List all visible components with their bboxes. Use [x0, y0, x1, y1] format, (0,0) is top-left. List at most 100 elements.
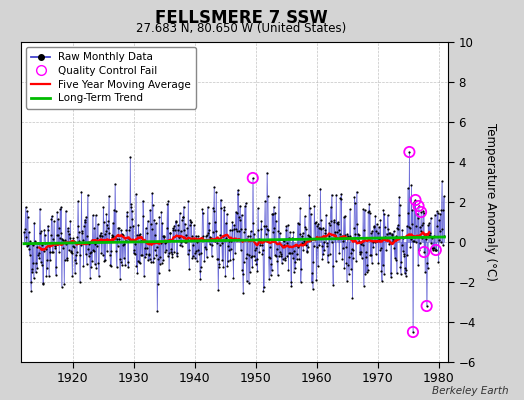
Point	[34, 252, 42, 258]
Point	[178, 216, 187, 223]
Point	[217, 240, 226, 246]
Point	[123, 209, 132, 215]
Point	[400, 253, 409, 259]
Point	[231, 208, 239, 215]
Point	[322, 212, 330, 218]
Point	[426, 233, 434, 239]
Point	[53, 209, 61, 215]
Point	[170, 222, 179, 229]
Point	[253, 256, 261, 262]
Point	[242, 200, 250, 206]
Point	[364, 208, 373, 215]
Point	[183, 251, 192, 258]
Point	[195, 250, 203, 257]
Point	[318, 242, 326, 249]
Point	[206, 234, 214, 240]
Point	[61, 208, 70, 214]
Point	[169, 227, 178, 233]
Point	[401, 265, 409, 271]
Legend: Raw Monthly Data, Quality Control Fail, Five Year Moving Average, Long-Term Tren: Raw Monthly Data, Quality Control Fail, …	[26, 47, 196, 108]
Point	[281, 255, 290, 261]
Point	[47, 216, 56, 222]
Point	[288, 235, 297, 242]
Point	[64, 228, 72, 234]
Point	[383, 230, 391, 237]
Point	[24, 214, 32, 220]
Point	[370, 223, 378, 229]
Point	[29, 259, 37, 266]
Point	[100, 258, 108, 264]
Point	[155, 270, 163, 276]
Point	[183, 225, 191, 231]
Point	[345, 254, 354, 260]
Point	[423, 260, 431, 266]
Point	[145, 256, 154, 262]
Point	[430, 244, 439, 251]
Point	[289, 255, 297, 262]
Point	[42, 264, 51, 271]
Point	[243, 278, 251, 284]
Point	[277, 250, 285, 257]
Point	[381, 234, 390, 240]
Point	[128, 238, 137, 245]
Point	[46, 256, 54, 263]
Point	[283, 222, 292, 228]
Point	[210, 184, 219, 190]
Point	[214, 264, 223, 270]
Point	[82, 261, 91, 267]
Point	[263, 226, 271, 233]
Point	[160, 233, 169, 239]
Point	[440, 233, 449, 240]
Point	[292, 256, 301, 263]
Point	[163, 253, 172, 259]
Point	[162, 247, 170, 253]
Point	[37, 259, 45, 265]
Point	[227, 246, 235, 252]
Point	[159, 232, 167, 239]
Point	[383, 235, 391, 241]
Point	[305, 205, 314, 211]
Point	[279, 256, 287, 262]
Point	[60, 281, 68, 287]
Point	[365, 208, 373, 214]
Point	[390, 244, 398, 251]
Point	[397, 259, 406, 265]
Point	[213, 240, 221, 246]
Point	[420, 231, 429, 238]
Point	[316, 185, 324, 192]
Point	[241, 226, 249, 232]
Point	[202, 254, 211, 260]
Point	[38, 262, 46, 268]
Point	[133, 232, 141, 238]
Point	[144, 218, 152, 224]
Point	[422, 303, 431, 309]
Point	[361, 270, 369, 277]
Point	[250, 231, 258, 238]
Point	[315, 242, 324, 248]
Point	[371, 212, 379, 219]
Point	[211, 219, 220, 226]
Point	[380, 270, 388, 277]
Point	[411, 198, 419, 204]
Point	[381, 224, 389, 230]
Point	[366, 252, 375, 258]
Point	[62, 256, 71, 263]
Point	[258, 242, 266, 249]
Point	[314, 220, 323, 227]
Point	[238, 266, 246, 273]
Point	[225, 238, 233, 244]
Point	[41, 240, 50, 246]
Point	[167, 246, 176, 252]
Point	[129, 250, 138, 256]
Point	[227, 238, 236, 244]
Point	[296, 205, 304, 211]
Point	[25, 246, 34, 253]
Point	[228, 219, 237, 226]
Point	[384, 230, 392, 236]
Point	[92, 212, 100, 218]
Point	[89, 247, 97, 254]
Point	[182, 239, 190, 245]
Point	[203, 204, 212, 210]
Point	[405, 224, 413, 230]
Point	[122, 227, 130, 233]
